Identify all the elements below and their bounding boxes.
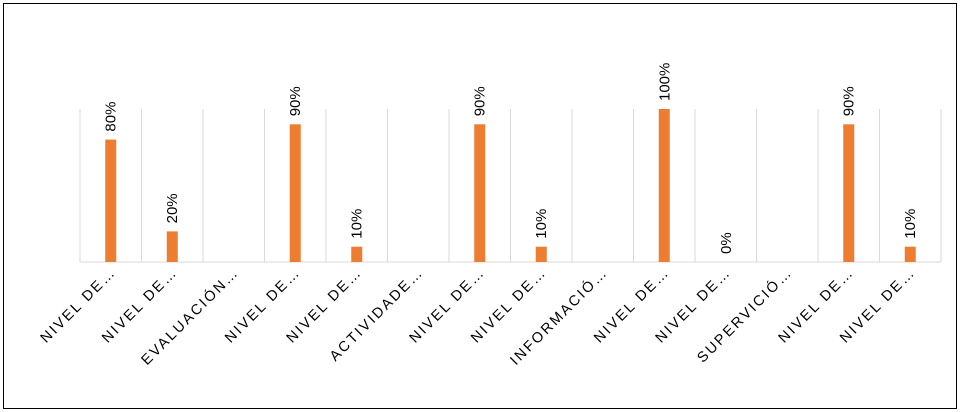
bar	[474, 124, 485, 262]
value-label: 90%	[841, 86, 858, 116]
value-label: 0%	[718, 232, 735, 254]
bar	[290, 124, 301, 262]
value-label: 90%	[287, 86, 304, 116]
value-label: 10%	[902, 209, 919, 239]
bar	[536, 247, 547, 262]
bar	[167, 231, 178, 262]
value-label: 10%	[533, 209, 550, 239]
value-label: 10%	[349, 209, 366, 239]
value-label: 100%	[656, 63, 673, 101]
value-label: 20%	[164, 193, 181, 223]
bar	[659, 109, 670, 262]
bar	[843, 124, 854, 262]
value-label: 80%	[103, 102, 120, 132]
bar	[351, 247, 362, 262]
bar	[105, 140, 116, 262]
bar	[905, 247, 916, 262]
category-gridlines	[80, 109, 941, 262]
category-labels: NIVEL DE…NIVEL DE…EVALUACIÓN…NIVEL DE…NI…	[38, 264, 919, 369]
value-label: 90%	[472, 86, 489, 116]
